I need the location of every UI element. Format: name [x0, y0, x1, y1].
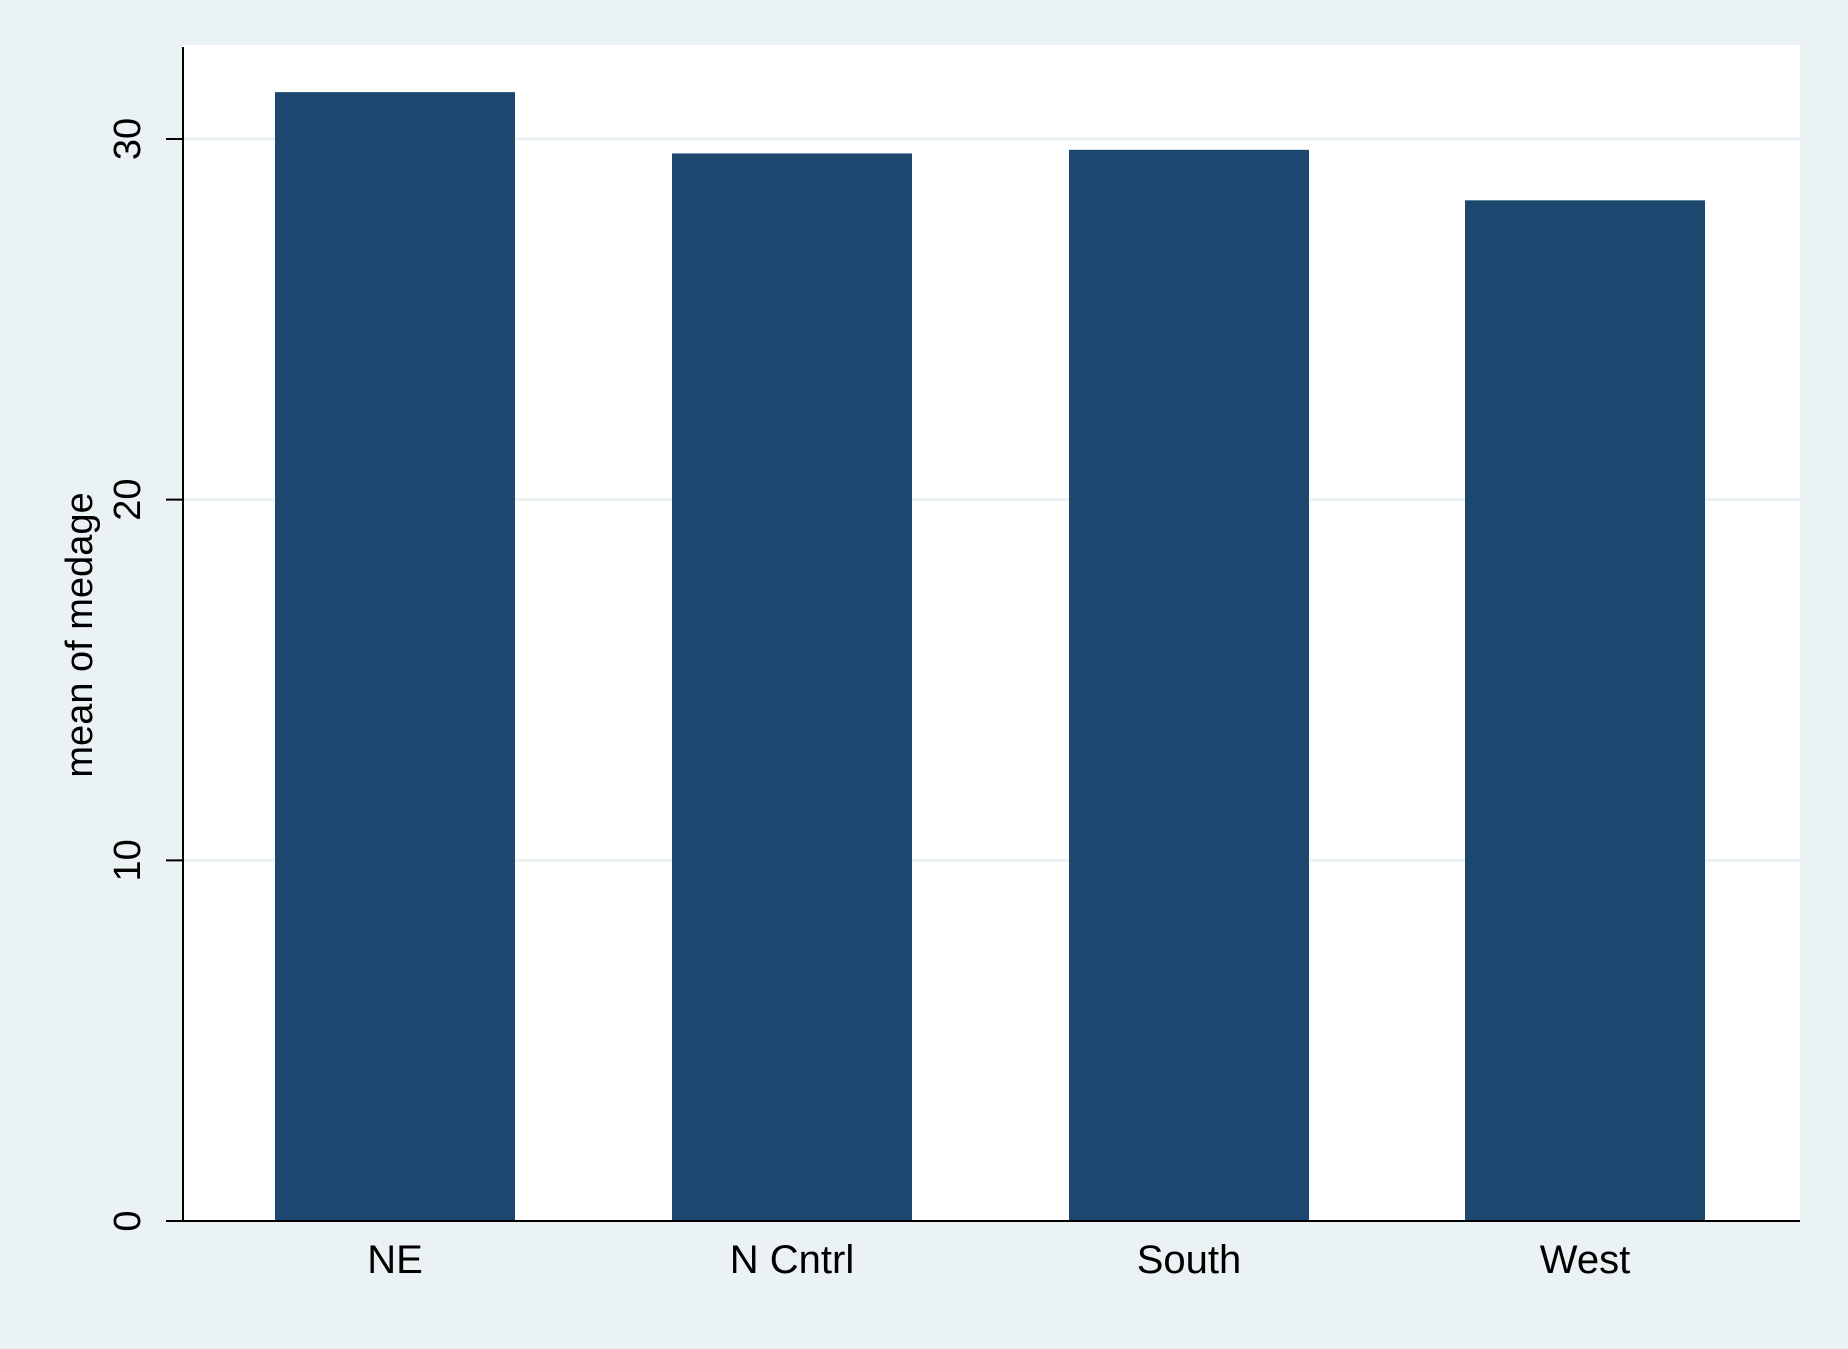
y-axis-ticks: 0 10 20 30: [107, 118, 183, 1232]
x-tick-label: South: [1137, 1238, 1242, 1282]
y-axis-label: mean of medage: [59, 492, 101, 777]
bar-ne: [275, 92, 515, 1222]
x-axis-ticks: NE N Cntrl South West: [367, 1238, 1630, 1282]
y-tick-label: 10: [107, 839, 149, 881]
x-tick-label: NE: [367, 1238, 423, 1282]
bar-west: [1465, 200, 1705, 1221]
x-tick-label: West: [1540, 1238, 1630, 1282]
y-tick-label: 0: [107, 1210, 149, 1231]
bar-south: [1069, 149, 1309, 1221]
y-tick-label: 30: [107, 118, 149, 160]
bars: [275, 92, 1705, 1222]
y-tick-label: 20: [107, 479, 149, 521]
x-tick-label: N Cntrl: [730, 1238, 854, 1282]
bar-n-cntrl: [672, 153, 912, 1222]
